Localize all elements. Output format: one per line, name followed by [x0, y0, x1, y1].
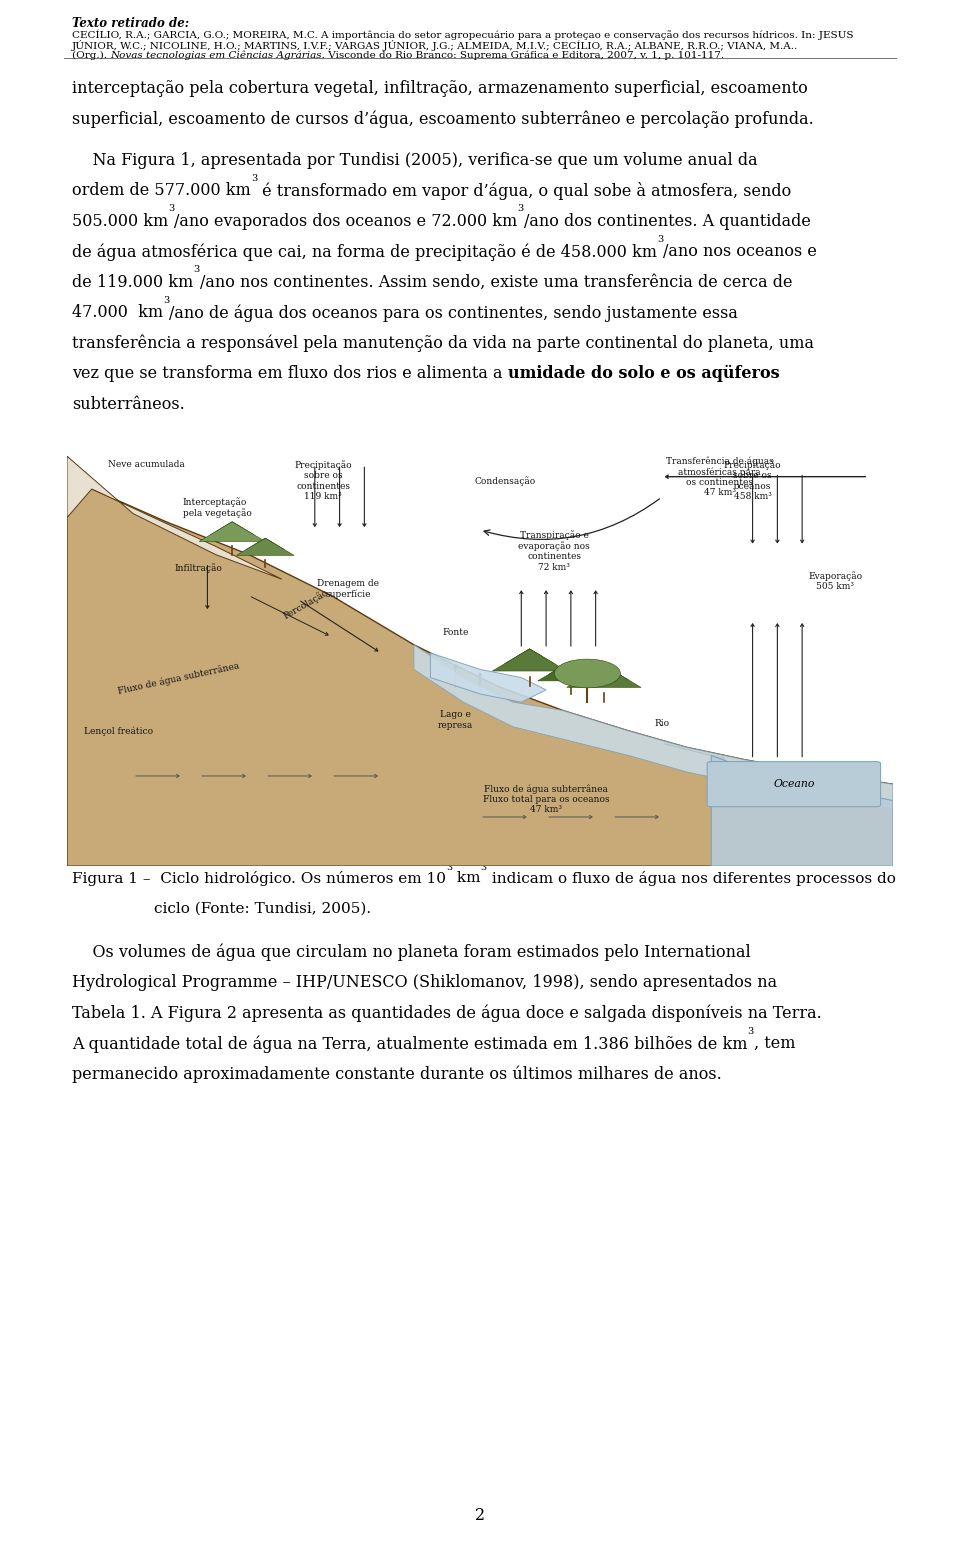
Text: é transformado em vapor d’água, o qual sobe à atmosfera, sendo: é transformado em vapor d’água, o qual s…	[257, 182, 791, 199]
Text: interceptação pela cobertura vegetal, infiltração, armazenamento superficial, es: interceptação pela cobertura vegetal, in…	[72, 80, 807, 97]
Text: Neve acumulada: Neve acumulada	[108, 461, 185, 470]
Polygon shape	[255, 538, 275, 544]
Text: 3: 3	[657, 235, 663, 244]
FancyBboxPatch shape	[708, 762, 880, 807]
Text: 3: 3	[481, 863, 487, 872]
Polygon shape	[538, 662, 604, 680]
Text: Infiltração: Infiltração	[175, 563, 223, 572]
Polygon shape	[711, 756, 893, 866]
Text: Evaporação
505 km³: Evaporação 505 km³	[808, 570, 862, 591]
Text: subterrâneos.: subterrâneos.	[72, 396, 184, 413]
Text: indicam o fluxo de água nos diferentes processos do: indicam o fluxo de água nos diferentes p…	[487, 872, 896, 886]
Text: JÚNIOR, W.C.; NICOLINE, H.O.; MARTINS, I.V.F.; VARGAS JÚNIOR, J.G.; ALMEIDA, M.I: JÚNIOR, W.C.; NICOLINE, H.O.; MARTINS, I…	[72, 40, 799, 51]
Text: km: km	[452, 872, 481, 886]
Text: Figura 1 –  Ciclo hidrológico. Os números em 10: Figura 1 – Ciclo hidrológico. Os números…	[72, 872, 446, 886]
Text: Novas tecnologias em Ciências Agrárias.: Novas tecnologias em Ciências Agrárias.	[110, 51, 325, 60]
Polygon shape	[199, 521, 265, 541]
Text: Hydrological Programme – IHP/UNESCO (Shiklomanov, 1998), sendo apresentados na: Hydrological Programme – IHP/UNESCO (Shi…	[72, 974, 778, 991]
Polygon shape	[67, 456, 893, 866]
Text: CECÍLIO, R.A.; GARCIA, G.O.; MOREIRA, M.C. A importância do setor agropecuário p: CECÍLIO, R.A.; GARCIA, G.O.; MOREIRA, M.…	[72, 29, 853, 40]
Polygon shape	[505, 649, 554, 663]
Text: Condensação: Condensação	[474, 476, 536, 487]
Polygon shape	[236, 538, 294, 555]
Text: /ano nos oceanos e: /ano nos oceanos e	[663, 243, 817, 260]
Text: Lago e
represa: Lago e represa	[438, 710, 473, 730]
Text: Fonte: Fonte	[442, 628, 468, 637]
Text: Interceptação
pela vegetação: Interceptação pela vegetação	[182, 498, 252, 518]
Text: umidade do solo e os aqüferos: umidade do solo e os aqüferos	[508, 365, 780, 382]
Text: 47.000  km: 47.000 km	[72, 305, 163, 322]
Text: ordem de 577.000 km: ordem de 577.000 km	[72, 182, 251, 199]
Text: superficial, escoamento de cursos d’água, escoamento subterrâneo e percolação pr: superficial, escoamento de cursos d’água…	[72, 110, 814, 128]
Text: Tabela 1. A Figura 2 apresenta as quantidades de água doce e salgada disponíveis: Tabela 1. A Figura 2 apresenta as quanti…	[72, 1005, 822, 1022]
Polygon shape	[517, 649, 542, 656]
Text: Na Figura 1, apresentada por Tundisi (2005), verifica-se que um volume anual da: Na Figura 1, apresentada por Tundisi (20…	[72, 152, 757, 169]
Polygon shape	[591, 665, 616, 673]
Text: 2: 2	[475, 1507, 485, 1524]
Text: Fluxo de água subterrânea
Fluxo total para os oceanos
47 km³: Fluxo de água subterrânea Fluxo total pa…	[483, 784, 610, 815]
Text: 3: 3	[446, 863, 452, 872]
Text: Os volumes de água que circulam no planeta foram estimados pelo International: Os volumes de água que circulam no plane…	[72, 943, 751, 962]
Text: permanecido aproximadamente constante durante os últimos milhares de anos.: permanecido aproximadamente constante du…	[72, 1065, 722, 1084]
Text: Precipitação
sobre os
continentes
119 km³: Precipitação sobre os continentes 119 km…	[295, 461, 352, 501]
Text: Texto retirado de:: Texto retirado de:	[72, 17, 189, 29]
Text: Oceano: Oceano	[773, 779, 815, 788]
Text: ciclo (Fonte: Tundisi, 2005).: ciclo (Fonte: Tundisi, 2005).	[154, 901, 372, 915]
Polygon shape	[579, 665, 629, 680]
Text: Precipitação
sobre os
oceanos
458 km³: Precipitação sobre os oceanos 458 km³	[724, 461, 781, 501]
Text: Drenagem de
superfície: Drenagem de superfície	[317, 580, 379, 600]
Text: Transferência de águas
atmosféricas para
os continentes
47 km³: Transferência de águas atmosféricas para…	[665, 456, 774, 498]
Text: /ano dos continentes. A quantidade: /ano dos continentes. A quantidade	[524, 213, 811, 230]
Text: de água atmosférica que cai, na forma de precipitação é de 458.000 km: de água atmosférica que cai, na forma de…	[72, 243, 657, 261]
Text: (Org.).: (Org.).	[72, 51, 110, 60]
Text: Visconde do Rio Branco: Suprema Gráfica e Editora, 2007, v. 1, p. 101-117.: Visconde do Rio Branco: Suprema Gráfica …	[325, 51, 724, 60]
Text: vez que se transforma em fluxo dos rios e alimenta a: vez que se transforma em fluxo dos rios …	[72, 365, 508, 382]
Text: /ano de água dos oceanos para os continentes, sendo justamente essa: /ano de água dos oceanos para os contine…	[169, 305, 738, 322]
Text: Percolação: Percolação	[282, 587, 330, 621]
Text: 505.000 km: 505.000 km	[72, 213, 168, 230]
Text: /ano nos continentes. Assim sendo, existe uma transferência de cerca de: /ano nos continentes. Assim sendo, exist…	[200, 274, 792, 291]
Text: Rio: Rio	[654, 719, 669, 728]
Polygon shape	[210, 521, 254, 535]
Polygon shape	[430, 652, 546, 702]
Polygon shape	[414, 645, 893, 866]
Polygon shape	[560, 662, 582, 668]
Text: Lençol freático: Lençol freático	[84, 727, 153, 736]
Polygon shape	[246, 538, 284, 550]
Polygon shape	[67, 456, 282, 580]
Text: 3: 3	[748, 1027, 754, 1036]
Polygon shape	[221, 521, 243, 529]
Polygon shape	[566, 665, 641, 688]
Text: A quantidade total de água na Terra, atualmente estimada em 1.386 bilhões de km: A quantidade total de água na Terra, atu…	[72, 1036, 748, 1053]
Text: Fluxo de água subterrânea: Fluxo de água subterrânea	[116, 662, 240, 696]
Polygon shape	[549, 662, 593, 674]
Text: 3: 3	[168, 204, 175, 213]
Text: Transpiração e
evaporação nos
continentes
72 km³: Transpiração e evaporação nos continente…	[518, 530, 590, 572]
Ellipse shape	[554, 659, 620, 688]
Text: 3: 3	[163, 295, 169, 305]
Polygon shape	[492, 649, 566, 671]
Text: de 119.000 km: de 119.000 km	[72, 274, 193, 291]
Text: 3: 3	[193, 264, 200, 274]
Text: 3: 3	[517, 204, 524, 213]
Text: transferência a responsável pela manutenção da vida na parte continental do plan: transferência a responsável pela manuten…	[72, 334, 814, 352]
Text: 3: 3	[251, 173, 257, 182]
Text: /ano evaporados dos oceanos e 72.000 km: /ano evaporados dos oceanos e 72.000 km	[175, 213, 517, 230]
Text: , tem: , tem	[754, 1036, 795, 1053]
